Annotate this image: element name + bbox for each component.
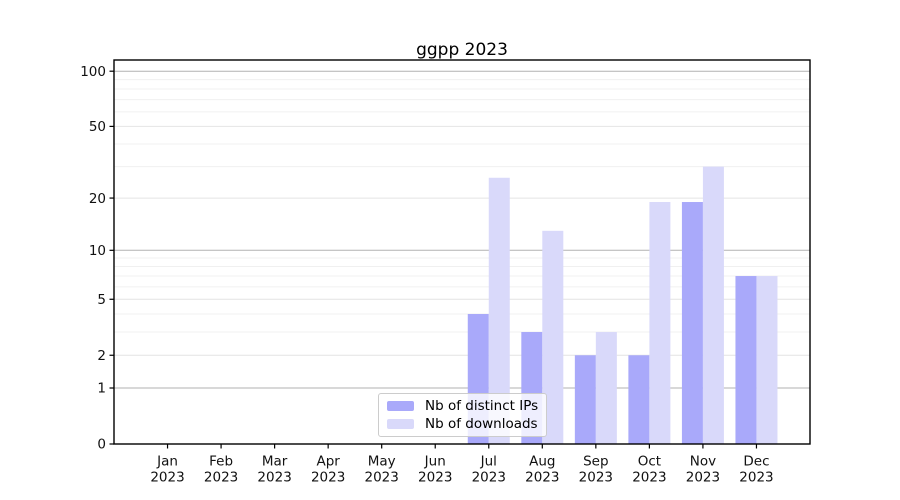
x-tick-label-year: 2023: [418, 470, 452, 486]
bar: [574, 355, 596, 444]
x-tick-label-year: 2023: [579, 470, 613, 486]
bar: [542, 230, 564, 444]
bar: [649, 202, 671, 444]
x-tick-label-year: 2023: [311, 470, 345, 486]
x-tick-label-month: Jan: [156, 454, 178, 470]
x-tick-label-month: Aug: [529, 454, 555, 470]
y-tick-label: 10: [89, 243, 106, 259]
x-tick-label-year: 2023: [525, 470, 559, 486]
x-tick-label-month: Sep: [583, 454, 608, 470]
y-tick-label: 2: [97, 348, 106, 364]
bar: [628, 355, 650, 444]
x-tick-label-month: Dec: [743, 454, 769, 470]
y-tick-label: 100: [80, 64, 106, 80]
bar: [681, 202, 703, 444]
x-tick-label-year: 2023: [472, 470, 506, 486]
x-tick-label-month: Jun: [424, 454, 446, 470]
bar: [595, 332, 617, 444]
y-tick-label: 1: [97, 381, 106, 397]
downloads-swatch: [387, 419, 414, 429]
x-tick-label-month: Mar: [262, 454, 288, 470]
x-tick-label-month: Feb: [209, 454, 233, 470]
x-tick-label-month: Jul: [480, 454, 497, 470]
chart-title: ggpp 2023: [416, 40, 508, 60]
legend-label-downloads: Nb of downloads: [425, 415, 538, 432]
legend-label-distinct-ips: Nb of distinct IPs: [425, 397, 539, 414]
legend-item-downloads: Nb of downloads: [387, 415, 546, 432]
y-tick-label: 5: [97, 292, 106, 308]
bar: [702, 166, 724, 444]
x-tick-label-year: 2023: [204, 470, 238, 486]
y-tick-label: 20: [89, 191, 106, 207]
distinct-ips-swatch: [387, 401, 414, 411]
y-tick-label: 50: [89, 119, 106, 135]
x-tick-label-year: 2023: [632, 470, 666, 486]
legend-item-distinct-ips: Nb of distinct IPs: [387, 397, 546, 414]
x-tick-label-year: 2023: [365, 470, 399, 486]
x-tick-label-month: May: [368, 454, 396, 470]
x-tick-label-month: Nov: [690, 454, 716, 470]
x-tick-label-year: 2023: [150, 470, 184, 486]
plot-frame: [113, 59, 811, 445]
legend: Nb of distinct IPs Nb of downloads: [378, 393, 547, 437]
x-tick-label-month: Apr: [316, 454, 340, 470]
bar: [735, 276, 757, 444]
x-tick-label-year: 2023: [686, 470, 720, 486]
x-tick-label-month: Oct: [638, 454, 661, 470]
x-tick-label-year: 2023: [257, 470, 291, 486]
bar: [756, 276, 778, 444]
x-tick-label-year: 2023: [739, 470, 773, 486]
y-tick-label: 0: [97, 437, 106, 453]
bar: [488, 177, 510, 444]
